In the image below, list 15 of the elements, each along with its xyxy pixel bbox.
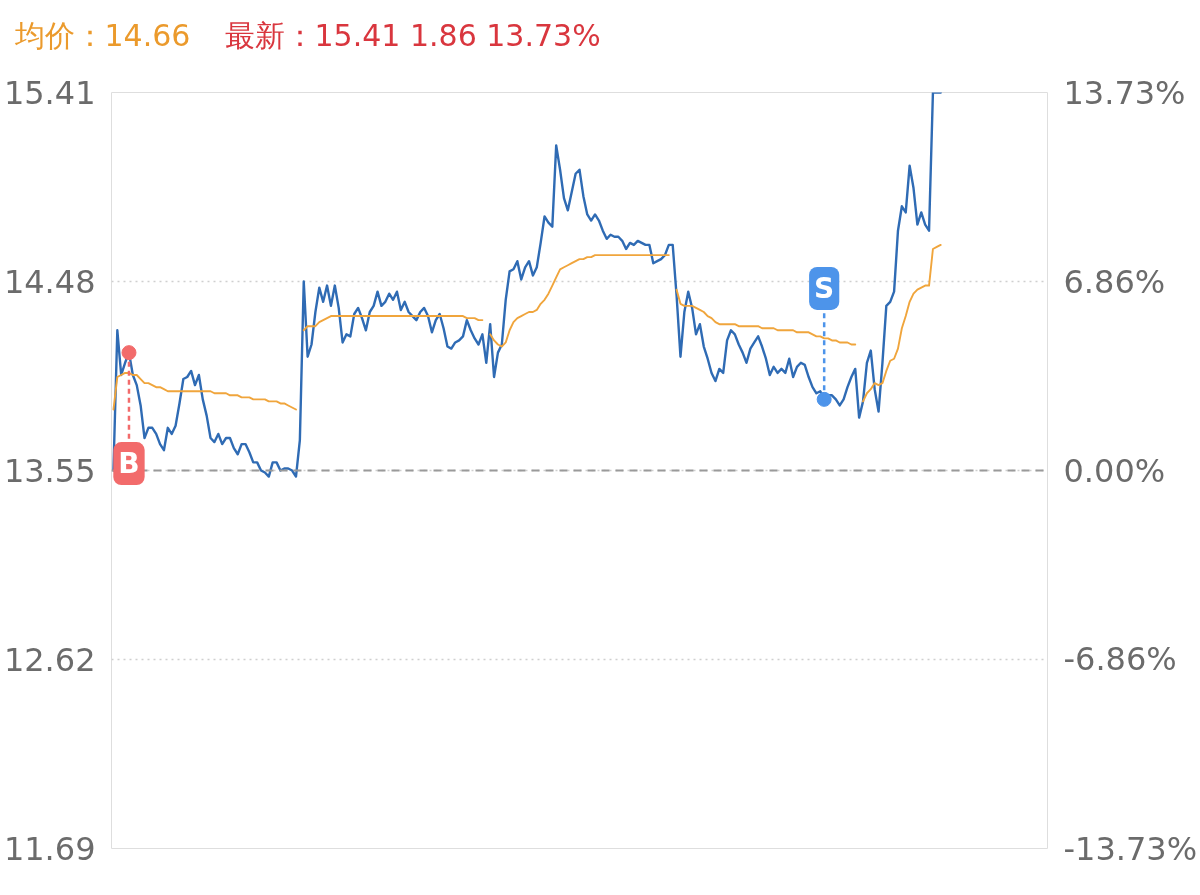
y-tick-label: 13.55 (3, 452, 96, 490)
y-tick-label: 15.41 (3, 74, 96, 112)
text: B (118, 447, 140, 481)
y-tick-label: 12.62 (3, 641, 96, 679)
y2-tick-label: 6.86% (1063, 262, 1166, 301)
line-series (112, 92, 942, 478)
y-tick-label: 14.48 (3, 263, 96, 301)
chart-subtitle: 最新：15.41 1.86 13.73% (224, 18, 601, 53)
y-tick-label: 11.69 (3, 830, 96, 868)
chart-title: 均价：14.66 (13, 18, 191, 53)
text: S (814, 271, 835, 305)
y2-tick-label: 13.73% (1063, 73, 1186, 112)
y2-tick-label: -13.73% (1063, 829, 1198, 868)
y2-tick-label: -6.86% (1063, 640, 1177, 679)
y2-tick-label: 0.00% (1063, 451, 1166, 490)
